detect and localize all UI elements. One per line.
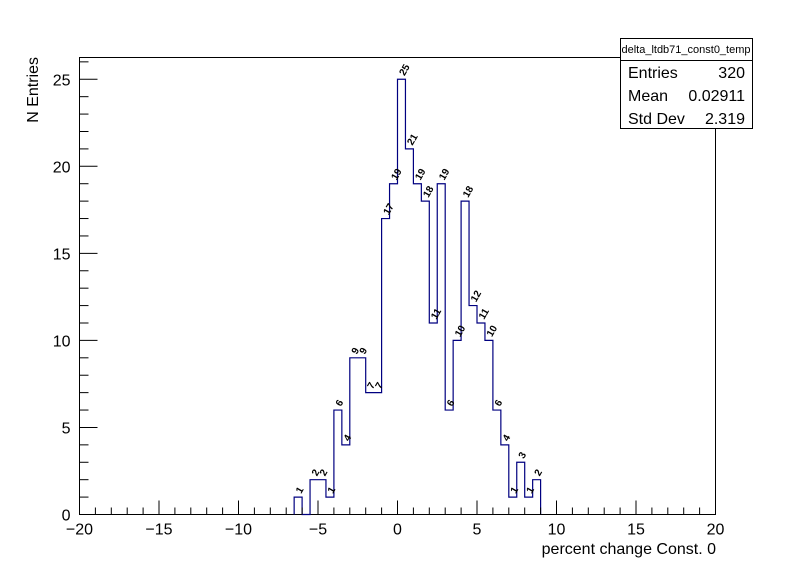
x-tick-label: 20 (707, 522, 725, 539)
x-tick-label: 0 (393, 522, 402, 539)
bin-count-label: 4 (501, 433, 514, 444)
histogram-bin (429, 323, 437, 515)
bin-count-label: 18 (421, 184, 436, 200)
histogram-bin (413, 184, 421, 515)
bin-count-label: 17 (382, 202, 397, 218)
bin-count-label: 9 (358, 346, 371, 357)
histogram-bin (366, 393, 374, 515)
histogram-bin (517, 462, 525, 514)
bin-count-label: 9 (350, 346, 363, 357)
y-tick-label: 20 (53, 159, 71, 176)
histogram-bin (421, 201, 429, 514)
x-tick-label: 15 (627, 522, 645, 539)
histogram-bin (390, 184, 398, 515)
bin-count-label: 1 (509, 485, 522, 496)
histogram-bin (318, 480, 326, 515)
histogram-bin (405, 149, 413, 515)
stats-mean-value: 0.02911 (688, 88, 745, 105)
stats-box: delta_ltdb71_const0_temp Entries 320 Mea… (620, 38, 753, 129)
bin-count-label: 19 (413, 167, 428, 183)
bin-count-label: 6 (334, 398, 347, 409)
x-tick-label: 5 (473, 522, 482, 539)
histogram-bin (525, 497, 533, 514)
y-tick-label: 15 (53, 246, 71, 263)
histogram-bin (493, 410, 501, 514)
histogram-bin (326, 497, 334, 514)
bin-count-label: 19 (437, 167, 452, 183)
bin-count-label: 3 (517, 450, 530, 461)
y-tick-label: 5 (62, 420, 71, 437)
histogram-bin (374, 393, 382, 515)
stats-entries-value: 320 (718, 65, 745, 82)
bin-count-label: 10 (453, 323, 468, 339)
bin-count-labels: 1221649977171925211918111961018121110641… (294, 62, 545, 495)
stats-mean-label: Mean (628, 88, 668, 105)
histogram-bin (342, 445, 350, 515)
histogram-bin (445, 410, 453, 514)
stats-box-title: delta_ltdb71_const0_temp (621, 44, 750, 56)
bin-count-label: 11 (477, 306, 492, 321)
bin-count-label: 10 (485, 323, 500, 339)
stats-entries-label: Entries (628, 65, 678, 82)
x-tick-label: 10 (548, 522, 566, 539)
histogram-bin (382, 219, 390, 515)
histogram-bin (437, 184, 445, 515)
bin-count-label: 25 (398, 62, 413, 78)
histogram-bin (358, 358, 366, 515)
histogram-bin (350, 358, 358, 515)
histogram-bin (398, 79, 406, 514)
histogram-bin (310, 480, 318, 515)
histogram-bin (469, 306, 477, 515)
histogram-bin (533, 480, 541, 515)
bin-count-label: 7 (366, 380, 379, 391)
histogram-bin (334, 410, 342, 514)
y-tick-label: 10 (53, 333, 71, 350)
x-tick-label: −10 (225, 522, 252, 539)
x-axis-label: percent change Const. 0 (542, 541, 716, 558)
x-tick-label: −5 (309, 522, 327, 539)
bin-count-label: 6 (445, 398, 458, 409)
bin-count-label: 12 (469, 289, 484, 305)
bin-count-label: 2 (318, 467, 331, 478)
x-tick-label: −20 (66, 522, 93, 539)
bin-count-label: 2 (533, 467, 546, 478)
bin-count-label: 1 (326, 485, 339, 496)
y-tick-label: 25 (53, 72, 71, 89)
bin-count-label: 1 (525, 485, 538, 496)
bin-count-label: 7 (374, 380, 387, 391)
histogram-bin (453, 340, 461, 514)
bin-count-label: 21 (405, 132, 420, 148)
bin-count-label: 4 (342, 433, 355, 444)
stats-box-frame (620, 38, 753, 129)
histogram-bars (293, 78, 542, 516)
bin-count-label: 19 (390, 167, 405, 183)
stats-stddev-label: Std Dev (628, 111, 685, 128)
histogram-bin (477, 323, 485, 515)
bin-count-label: 1 (294, 485, 307, 496)
histogram-bin (485, 340, 493, 514)
histogram-bin (509, 497, 517, 514)
bin-count-label: 11 (429, 306, 444, 321)
stats-stddev-value: 2.319 (705, 111, 745, 128)
bin-count-label: 2 (310, 467, 323, 478)
bin-count-label: 6 (493, 398, 506, 409)
axis-ticks: −20 −15 −10 −5 0 5 10 15 20 0 5 10 15 20 25 (53, 61, 725, 539)
histogram-bin (461, 201, 469, 514)
y-axis-label: N Entries (25, 57, 42, 123)
x-tick-label: −15 (145, 522, 172, 539)
histogram-bin (294, 497, 302, 514)
histogram-bin (501, 445, 509, 515)
histogram-outline (293, 78, 542, 516)
bin-count-label: 18 (461, 184, 476, 200)
y-tick-label: 0 (62, 508, 71, 525)
